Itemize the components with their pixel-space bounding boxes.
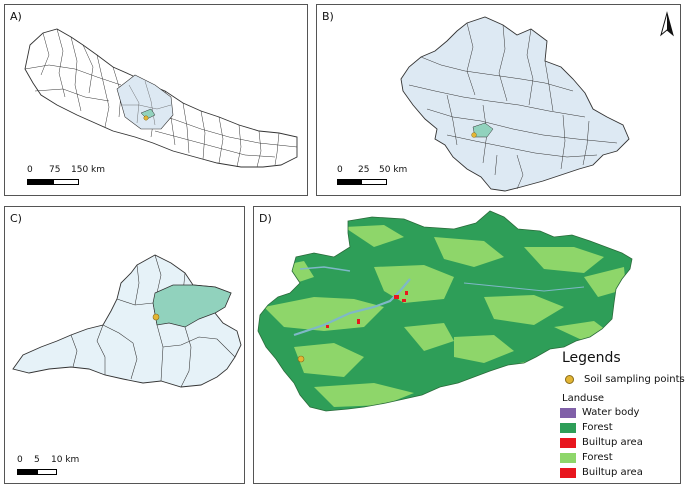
legend-swatch — [560, 422, 576, 433]
legend-class-label: Builtup area — [582, 437, 643, 448]
panel-d-label: D) — [259, 212, 272, 225]
legend-class-row: Builtup area — [560, 467, 643, 478]
legend-class-row: Forest — [560, 422, 613, 433]
panel-b-label: B) — [322, 10, 334, 23]
panel-a-label: A) — [10, 10, 22, 23]
panel-c-label: C) — [10, 212, 22, 225]
scale-tick-2: 10 km — [51, 455, 80, 465]
scale-bar-a: 0 75 150 km — [27, 165, 127, 189]
sample-point — [297, 355, 305, 363]
legend-class-row: Forest — [560, 452, 613, 463]
legend-class-label: Water body — [582, 407, 640, 418]
scale-tick-0: 0 — [27, 165, 33, 175]
district-boundaries-b — [408, 22, 618, 190]
legend-point-label: Soil sampling points — [584, 374, 685, 385]
municipality-outline — [12, 254, 242, 388]
scale-tick-2: 150 km — [71, 165, 106, 175]
legend-landuse-title: Landuse — [562, 393, 605, 404]
scale-tick-0: 0 — [337, 165, 343, 175]
legend-swatch — [560, 437, 576, 448]
sample-point — [471, 132, 477, 138]
study-ward-highlight — [152, 284, 232, 328]
panel-c-municipality-map: C) 0 5 10 km — [4, 206, 245, 484]
study-area-outline — [257, 210, 633, 412]
panel-d-landuse-map: D) — [253, 206, 685, 484]
legend-class-row: Builtup area — [560, 437, 643, 448]
scale-bar-b: 0 25 50 km — [337, 165, 437, 189]
scale-tick-1: 5 — [34, 455, 40, 465]
scale-tick-2: 50 km — [379, 165, 408, 175]
scale-tick-1: 25 — [358, 165, 370, 175]
map-legend: Legends Soil sampling points Landuse Wat… — [560, 350, 685, 480]
legend-class-label: Forest — [582, 452, 613, 463]
legend-class-label: Forest — [582, 422, 613, 433]
legend-title: Legends — [562, 350, 621, 366]
region-district-map — [400, 11, 674, 192]
nepal-district-map — [24, 28, 298, 168]
water-body — [293, 278, 411, 337]
builtup-patches — [326, 291, 408, 328]
scale-tick-0: 0 — [17, 455, 23, 465]
panel-a-nepal-map: A) 0 75 150 km — [4, 4, 308, 196]
scale-bar-c: 0 5 10 km — [17, 455, 117, 479]
legend-point-row: Soil sampling points — [560, 374, 685, 385]
legend-swatch — [560, 452, 576, 463]
panel-b-region-map: B) 0 25 50 km — [316, 4, 681, 196]
legend-class-label: Builtup area — [582, 467, 643, 478]
sample-point-icon — [565, 375, 574, 384]
sample-point — [143, 115, 149, 121]
legend-swatch — [560, 467, 576, 478]
municipality-map — [12, 254, 242, 388]
north-arrow-icon — [660, 11, 674, 37]
region-outline — [400, 16, 630, 192]
landuse-map — [257, 210, 633, 412]
legend-class-row: Water body — [560, 407, 639, 418]
scale-tick-1: 75 — [49, 165, 61, 175]
sample-point — [152, 313, 160, 321]
legend-swatch — [560, 407, 576, 418]
